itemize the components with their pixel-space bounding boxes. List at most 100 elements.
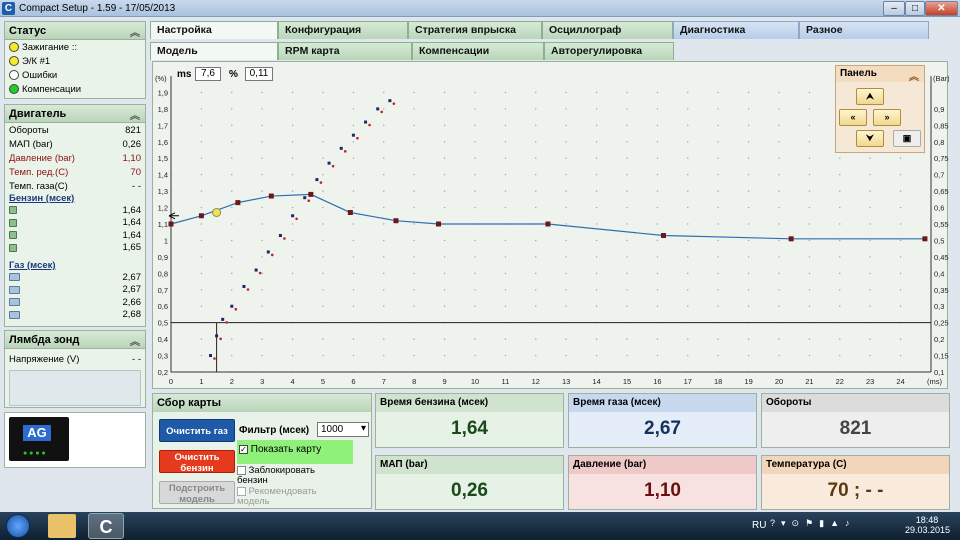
control-panel: Панель ︽ ⮝ « » ⮟ ▣ [835, 65, 925, 153]
grid-dot [291, 157, 294, 159]
grid-dot [231, 354, 233, 357]
injector-icon [9, 298, 20, 307]
grid-dot [565, 141, 567, 143]
grid-dot [778, 108, 780, 110]
grid-dot [778, 190, 780, 192]
lock-petrol-checkbox[interactable] [237, 466, 246, 475]
grid-dot [808, 239, 811, 242]
recommend-option[interactable]: Рекомендовать модель [237, 486, 317, 507]
grid-dot [808, 354, 811, 357]
grid-dot [839, 190, 841, 192]
maximize-button[interactable]: □ [905, 1, 925, 16]
grid-dot [626, 272, 628, 275]
down-button[interactable]: ⮟ [856, 130, 884, 147]
grid-dot [565, 354, 567, 357]
start-button[interactable] [6, 514, 30, 538]
clear-button[interactable]: ▣ [893, 130, 921, 147]
grid-dot [899, 289, 902, 291]
grid-dot [200, 141, 203, 143]
tab-3[interactable]: Осциллограф [542, 21, 673, 39]
grid-dot [747, 173, 750, 176]
grid-dot [717, 91, 719, 94]
subtab-1[interactable]: RPM карта [278, 42, 412, 60]
card-title: Время газа (мсек) [569, 394, 756, 412]
map-point-red [219, 337, 222, 341]
map-point [327, 161, 331, 165]
close-button[interactable]: ✕ [925, 1, 958, 16]
left-button[interactable]: « [839, 109, 867, 126]
clock[interactable]: 18:48 29.03.2015 [905, 515, 951, 535]
grid-dot [322, 124, 324, 127]
grid-dot [200, 206, 203, 209]
recommend-checkbox[interactable] [237, 487, 246, 496]
grid-dot [383, 338, 385, 340]
tab-2[interactable]: Стратегия впрыска [408, 21, 542, 39]
map-point-red [307, 199, 311, 202]
grid-dot [413, 354, 415, 357]
lambda-gauge [9, 370, 141, 406]
grid-dot [322, 108, 324, 110]
pct-value: 0,11 [245, 67, 273, 81]
compact-setup-task[interactable]: C [88, 513, 124, 539]
map-point [221, 317, 225, 321]
clear-petrol-button[interactable]: Очистить бензин [159, 450, 235, 474]
grid-dot [291, 173, 294, 176]
grid-dot [808, 190, 811, 192]
left-axis-unit: (%) [155, 74, 167, 83]
language-indicator[interactable]: RU [752, 520, 767, 531]
up-button[interactable]: ⮝ [856, 88, 884, 105]
grid-dot [383, 141, 385, 143]
arrow-left-icon [168, 212, 179, 220]
grid-dot [383, 108, 385, 110]
right-tick-label: 0,1 [934, 368, 944, 377]
status-indicator-icon [9, 56, 19, 66]
model-chart[interactable]: ms 7,6 % 0,11 0 1 2 3 4 5 6 7 8 9 10 11 12 13 14 15 16 17… [152, 61, 950, 389]
subtab-2[interactable]: Компенсации [412, 42, 544, 60]
tab-5[interactable]: Разное [799, 21, 929, 39]
grid-dot [504, 91, 507, 94]
grid-dot [383, 289, 385, 291]
subtab-3[interactable]: Авторегулировка [544, 42, 674, 60]
grid-dot [747, 256, 750, 258]
map-point [364, 120, 368, 124]
lock-petrol-option[interactable]: Заблокировать бензин [237, 465, 315, 486]
tab-1[interactable]: Конфигурация [278, 21, 408, 39]
show-map-checkbox[interactable]: ✓ [239, 445, 248, 454]
engine-header[interactable]: Двигатель ︽ [5, 105, 145, 123]
tray-icons[interactable]: ?▾⊙⚑▮▲♪ [770, 518, 856, 528]
build-model-button[interactable]: Подстроить модель [159, 481, 235, 505]
grid-dot [474, 289, 476, 291]
grid-dot [291, 206, 294, 209]
map-point [351, 133, 355, 137]
panel-header[interactable]: Панель ︽ [836, 66, 924, 83]
clear-gas-button[interactable]: Очистить газ [159, 419, 235, 442]
tab-4[interactable]: Диагностика [673, 21, 799, 39]
show-map-option[interactable]: ✓ Показать карту [237, 440, 353, 464]
grid-dot [747, 141, 750, 143]
filter-select[interactable]: 1000 ▾ [317, 422, 369, 437]
grid-dot [200, 157, 203, 159]
left-tick-label: 1,2 [158, 204, 168, 213]
map-point-red [356, 136, 359, 140]
grid-dot [626, 256, 628, 258]
grid-dot [687, 272, 689, 275]
explorer-icon[interactable] [48, 514, 76, 538]
grid-dot [383, 173, 385, 176]
x-tick-label: 24 [896, 377, 904, 386]
grid-dot [595, 91, 598, 94]
grid-dot [565, 289, 567, 291]
grid-dot [322, 157, 324, 159]
grid-dot [747, 305, 750, 307]
lambda-header[interactable]: Лямбда зонд ︽ [5, 331, 145, 349]
status-header[interactable]: Статус ︽ [5, 22, 145, 40]
minimize-button[interactable]: – [883, 1, 905, 16]
grid-dot [656, 206, 659, 209]
right-button[interactable]: » [873, 109, 901, 126]
tab-0[interactable]: Настройка [150, 21, 278, 39]
grid-dot [504, 173, 507, 176]
grid-dot [626, 223, 628, 225]
grid-dot [808, 338, 811, 340]
grid-dot [808, 206, 811, 209]
subtab-0[interactable]: Модель [150, 42, 278, 60]
map-point [291, 214, 295, 218]
